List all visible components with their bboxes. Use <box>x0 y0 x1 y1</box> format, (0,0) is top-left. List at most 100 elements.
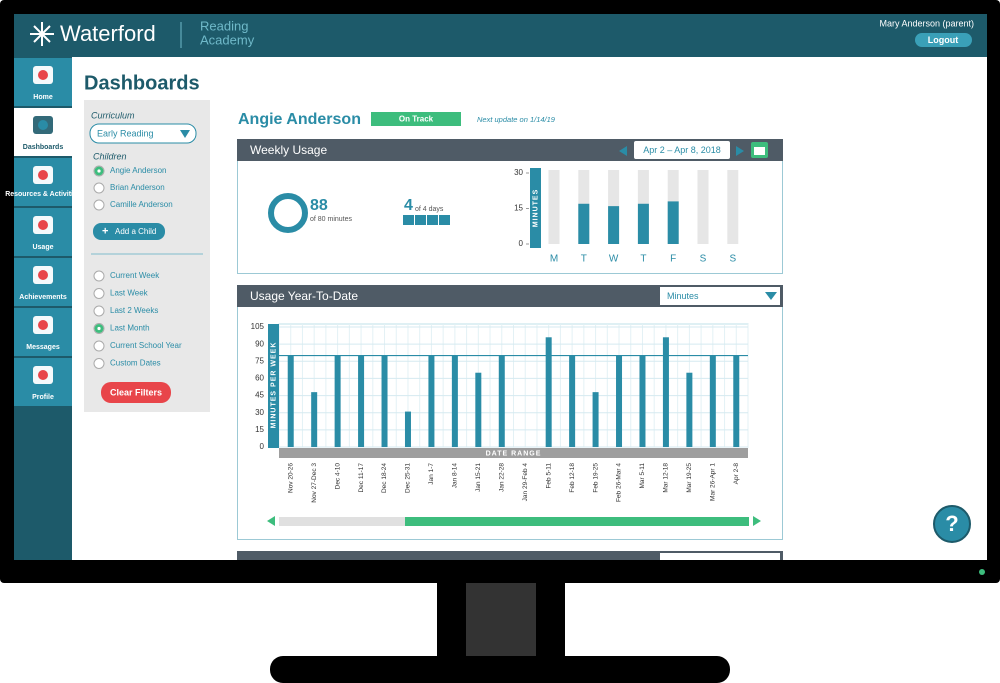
logo-text: Waterford <box>60 21 156 46</box>
logout-button[interactable] <box>915 33 972 47</box>
nav-icon-dot <box>38 320 48 330</box>
bar <box>592 392 599 447</box>
next-panel-header <box>237 551 783 560</box>
bar <box>709 355 716 447</box>
children-label: Children <box>93 151 127 161</box>
nav: Home Dashboards Resources & Activities Usag… <box>5 58 81 406</box>
radio-label[interactable]: Camille Anderson <box>110 200 173 209</box>
nav-icon-dot <box>38 220 48 230</box>
help-icon[interactable]: ? <box>945 511 958 536</box>
curriculum-select[interactable] <box>89 123 197 144</box>
x-tick-label: Jan 22-28 <box>498 463 505 492</box>
bar <box>639 355 646 447</box>
logo-icon <box>30 22 54 46</box>
y-axis-band <box>268 324 279 448</box>
scroll-track <box>279 517 405 526</box>
bar <box>498 355 505 447</box>
clear-filters-label[interactable]: Clear Filters <box>110 387 162 397</box>
x-tick-label: Mar 19-25 <box>686 463 693 493</box>
weekly-title: Weekly Usage <box>250 143 327 157</box>
add-child-label[interactable]: Add a Child <box>115 227 156 236</box>
scroll-left[interactable] <box>267 516 275 526</box>
nav-label[interactable]: Home <box>33 94 53 101</box>
radio[interactable] <box>93 199 105 211</box>
y-tick-label: 30 <box>255 408 264 417</box>
clear-filters-button[interactable] <box>101 382 171 403</box>
nav-icon-dot <box>38 70 48 80</box>
y-tick-label: 90 <box>255 339 264 348</box>
y-axis-band <box>530 168 541 248</box>
bar <box>381 355 388 447</box>
radio-label[interactable]: Angie Anderson <box>110 166 167 175</box>
dropdown-arrow <box>765 292 777 300</box>
logout-label[interactable]: Logout <box>928 35 959 45</box>
x-tick-label: Feb 26-Mar 4 <box>616 463 623 502</box>
y-tick-label: 30 <box>514 168 523 177</box>
power-led <box>979 569 985 575</box>
stand-inner <box>466 583 536 659</box>
radio-label[interactable]: Last Month <box>110 324 150 333</box>
x-tick-label: Dec 25-31 <box>405 463 412 493</box>
add-child-button[interactable] <box>93 223 165 240</box>
radio[interactable] <box>93 340 105 352</box>
x-tick-label: Feb 19-25 <box>592 463 599 493</box>
student-name: Angie Anderson <box>238 111 361 128</box>
nav-label[interactable]: Resources & Activities <box>5 191 81 198</box>
nav-icon-dot <box>38 370 48 380</box>
bar <box>311 392 318 447</box>
radio[interactable] <box>93 358 105 369</box>
bar <box>545 337 552 447</box>
radio[interactable] <box>93 270 105 282</box>
bar <box>733 355 740 447</box>
prev-arrow[interactable] <box>619 146 627 156</box>
radio-label[interactable]: Current School Year <box>110 341 182 350</box>
nav-label[interactable]: Messages <box>26 344 60 351</box>
product-line: Academy <box>200 32 255 47</box>
x-tick-label: Mar 5-11 <box>639 463 646 489</box>
bar-bg <box>697 170 709 244</box>
calendar-icon[interactable] <box>751 142 768 158</box>
ytd-dropdown[interactable] <box>660 287 780 305</box>
radio-label[interactable]: Custom Dates <box>110 359 161 368</box>
bar <box>667 201 679 244</box>
x-tick-label: Nov 20-26 <box>287 463 294 493</box>
bar <box>616 355 623 447</box>
radio[interactable] <box>93 305 105 317</box>
radio-label[interactable]: Last Week <box>110 289 149 298</box>
radio-label[interactable]: Last 2 Weeks <box>110 306 158 315</box>
ytd-dropdown-label[interactable]: Minutes <box>667 291 699 301</box>
ytd-chart: 0 15 30 45 60 75 90 105 MINUTES PER WEEK DATE RAN… <box>251 322 749 503</box>
x-tick-label: Jan 8-14 <box>452 463 459 489</box>
nav-label[interactable]: Achievements <box>19 294 67 301</box>
radio-label[interactable]: Current Week <box>110 271 160 280</box>
curriculum-value[interactable]: Early Reading <box>97 128 154 138</box>
next-arrow[interactable] <box>736 146 744 156</box>
x-tick-label: Feb 12-18 <box>569 463 576 493</box>
nav-label[interactable]: Dashboards <box>23 144 64 151</box>
page-title: Dashboards <box>84 72 200 94</box>
date-pill[interactable] <box>634 141 730 159</box>
nav-label[interactable]: Profile <box>32 394 54 401</box>
day-block <box>415 215 426 225</box>
nav-label[interactable]: Usage <box>32 244 53 251</box>
x-tick-label: Apr 2-8 <box>733 463 740 485</box>
x-tick-label: Dec 18-24 <box>381 463 388 493</box>
x-tick-label: S <box>729 254 736 265</box>
radio-dot <box>97 169 101 173</box>
x-tick-label: T <box>581 254 587 265</box>
bar <box>686 372 693 447</box>
nav-icon-dot <box>38 120 48 130</box>
scroll-thumb[interactable] <box>405 517 749 526</box>
date-range[interactable]: Apr 2 – Apr 8, 2018 <box>643 145 721 155</box>
radio[interactable] <box>93 182 105 194</box>
x-tick-label: Nov 27-Dec 3 <box>311 463 318 503</box>
help-button[interactable] <box>933 505 971 543</box>
radio[interactable] <box>93 288 105 299</box>
radio-label[interactable]: Brian Anderson <box>110 183 165 192</box>
y-tick-label: 15 <box>514 204 523 213</box>
ytd-title: Usage Year-To-Date <box>250 289 358 303</box>
bar-bg <box>727 170 739 244</box>
scroll-right[interactable] <box>753 516 761 526</box>
children-list: Angie Anderson Brian Anderson Camille Ande… <box>93 165 173 211</box>
